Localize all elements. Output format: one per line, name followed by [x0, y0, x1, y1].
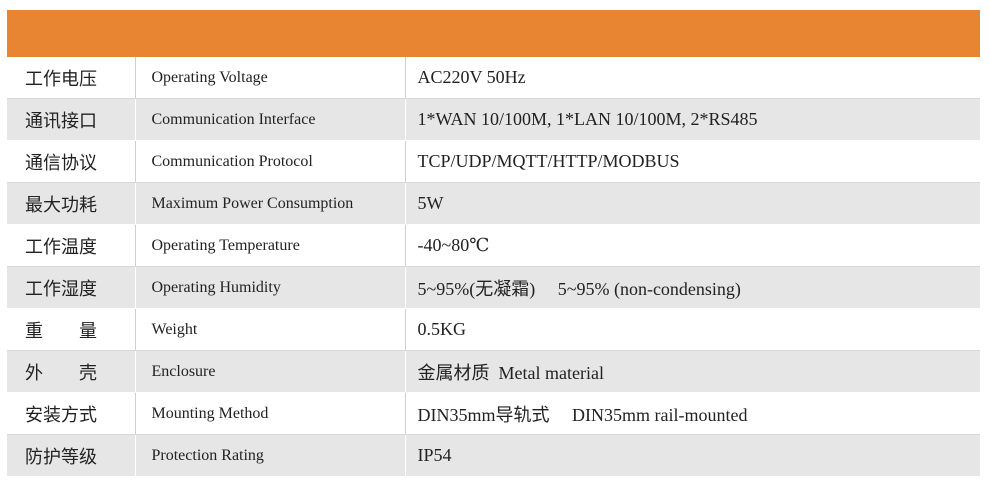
- label-en: Mounting Method: [135, 392, 406, 435]
- value: AC220V 50Hz: [405, 57, 980, 99]
- spec-sheet: 工作电压 Operating Voltage AC220V 50Hz 通讯接口 Comm…: [7, 10, 980, 477]
- spec-row: 工作电压 Operating Voltage AC220V 50Hz: [7, 57, 980, 99]
- spec-row: 外 壳 Enclosure 金属材质 Metal material: [7, 350, 980, 393]
- spec-row: 重 量 Weight 0.5KG: [7, 308, 980, 351]
- label-en: Operating Voltage: [135, 57, 406, 99]
- spec-row: 通信协议 Communication Protocol TCP/UDP/MQTT/H…: [7, 140, 980, 183]
- label-cn: 重 量: [7, 308, 136, 351]
- value: IP54: [405, 434, 980, 477]
- spec-row: 工作温度 Operating Temperature -40~80℃: [7, 224, 980, 267]
- label-en: Protection Rating: [135, 434, 406, 477]
- label-en: Maximum Power Consumption: [135, 182, 406, 225]
- label-cn: 通讯接口: [7, 98, 136, 141]
- label-cn: 通信协议: [7, 140, 136, 183]
- spec-row: 通讯接口 Communication Interface 1*WAN 10/100M…: [7, 98, 980, 141]
- value: 0.5KG: [405, 308, 980, 351]
- value: 1*WAN 10/100M, 1*LAN 10/100M, 2*RS485: [405, 98, 980, 141]
- label-en: Operating Humidity: [135, 266, 406, 309]
- value: 5W: [405, 182, 980, 225]
- label-cn: 工作电压: [7, 57, 136, 99]
- spec-row: 最大功耗 Maximum Power Consumption 5W: [7, 182, 980, 225]
- header-bar: [7, 10, 980, 57]
- label-cn: 工作温度: [7, 224, 136, 267]
- label-en: Operating Temperature: [135, 224, 406, 267]
- label-en: Enclosure: [135, 350, 406, 393]
- label-cn: 最大功耗: [7, 182, 136, 225]
- spec-row: 防护等级 Protection Rating IP54: [7, 434, 980, 477]
- label-cn: 工作湿度: [7, 266, 136, 309]
- label-cn: 安装方式: [7, 392, 136, 435]
- label-en: Communication Interface: [135, 98, 406, 141]
- label-en: Communication Protocol: [135, 140, 406, 183]
- value: TCP/UDP/MQTT/HTTP/MODBUS: [405, 140, 980, 183]
- value: -40~80℃: [405, 224, 980, 267]
- spec-row: 安装方式 Mounting Method DIN35mm导轨式 DIN35mm ra…: [7, 392, 980, 435]
- label-en: Weight: [135, 308, 406, 351]
- value: DIN35mm导轨式 DIN35mm rail-mounted: [405, 392, 980, 435]
- value: 5~95%(无凝霜) 5~95% (non-condensing): [405, 266, 980, 309]
- label-cn: 外 壳: [7, 350, 136, 393]
- label-cn: 防护等级: [7, 434, 136, 477]
- value: 金属材质 Metal material: [405, 350, 980, 393]
- spec-table: 工作电压 Operating Voltage AC220V 50Hz 通讯接口 Comm…: [7, 57, 980, 477]
- spec-row: 工作湿度 Operating Humidity 5~95%(无凝霜) 5~95% (…: [7, 266, 980, 309]
